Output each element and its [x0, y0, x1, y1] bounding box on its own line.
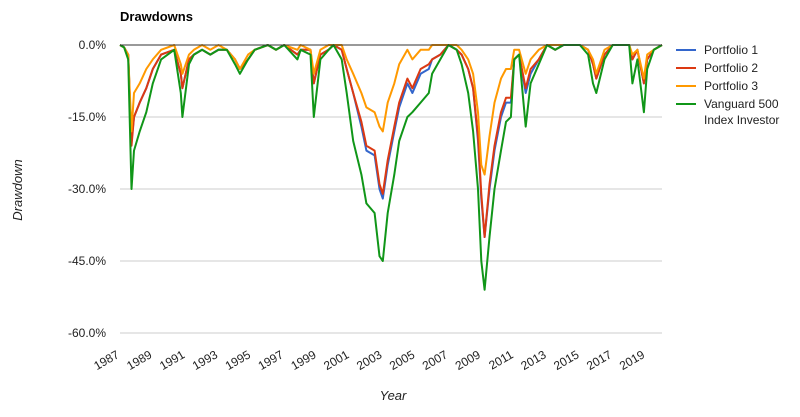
chart-title: Drawdowns [120, 9, 193, 24]
x-tick-label: 2009 [453, 347, 483, 373]
x-tick-label: 2017 [584, 347, 614, 373]
y-axis-ticks: 0.0% -15.0% -30.0% -45.0% -60.0% [68, 38, 106, 340]
series-line-3 [119, 44, 663, 176]
legend-label: Portfolio 2 [704, 61, 758, 75]
x-tick-label: 2001 [321, 347, 351, 373]
series-lines [119, 44, 663, 291]
y-axis-title: Drawdown [10, 159, 25, 220]
x-tick-label: 2019 [617, 347, 647, 373]
x-tick-label: 2013 [518, 347, 548, 373]
x-axis-ticks: 1987 1989 1991 1993 1995 1997 1999 2001 2003 2005… [91, 347, 647, 373]
x-tick-label: 2015 [551, 347, 581, 373]
y-tick-label: -15.0% [68, 110, 106, 124]
x-axis-title: Year [380, 388, 407, 403]
series-line-2 [119, 44, 663, 238]
x-tick-label: 2007 [420, 347, 450, 373]
y-tick-label: -45.0% [68, 254, 106, 268]
x-tick-label: 2003 [354, 347, 384, 373]
legend-label: Portfolio 1 [704, 43, 758, 57]
legend-label: Portfolio 3 [704, 79, 758, 93]
x-tick-label: 1991 [157, 347, 187, 373]
x-tick-label: 2005 [387, 347, 417, 373]
y-tick-label: 0.0% [79, 38, 107, 52]
legend-label: Vanguard 500 Index Investor [704, 97, 779, 127]
x-tick-label: 1999 [288, 347, 318, 373]
x-tick-label: 1987 [91, 347, 121, 373]
y-tick-label: -60.0% [68, 326, 106, 340]
x-tick-label: 1995 [223, 347, 253, 373]
x-tick-label: 2011 [486, 347, 516, 372]
series-line-4 [119, 44, 663, 291]
y-tick-label: -30.0% [68, 182, 106, 196]
x-tick-label: 1997 [256, 347, 286, 373]
x-tick-label: 1989 [124, 347, 154, 373]
legend: Portfolio 1 Portfolio 2 Portfolio 3 Vanguar… [676, 43, 779, 127]
x-tick-label: 1993 [190, 347, 220, 373]
